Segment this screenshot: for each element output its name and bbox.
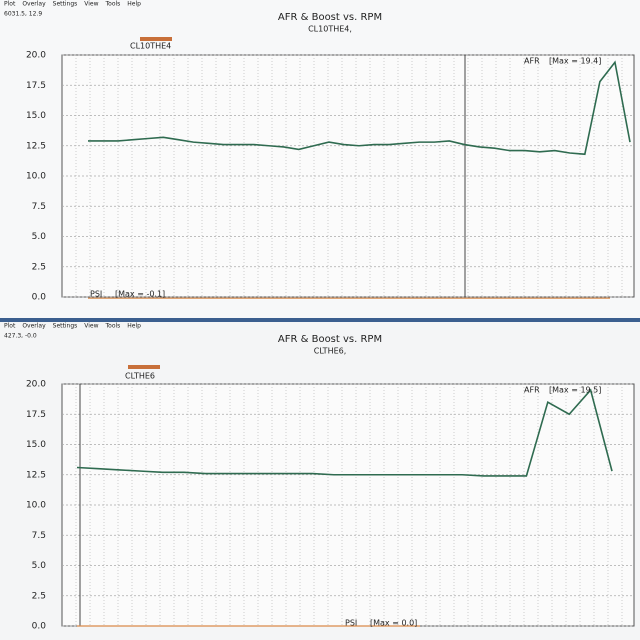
y-tick-label: 20.0 — [26, 380, 46, 390]
series-line — [88, 60, 631, 156]
menu-item: Settings — [53, 1, 78, 8]
series-name: PSI — [90, 290, 102, 299]
series-name: AFR — [524, 57, 540, 66]
legend-label: CLTHE6 — [125, 372, 155, 381]
menu-item: Plot — [4, 323, 16, 330]
cursor-readout: 6031.5, 12.9 — [4, 11, 42, 18]
menu-item: Tools — [105, 323, 121, 330]
legend-swatch — [140, 37, 172, 41]
chart-title: AFR & Boost vs. RPM — [278, 334, 382, 345]
y-tick-label: 5.0 — [32, 232, 47, 242]
menu-item: Overlay — [22, 323, 46, 330]
y-tick-label: 2.5 — [32, 591, 46, 601]
y-tick-label: 7.5 — [32, 202, 46, 212]
series-max: [Max = 19.4] — [549, 57, 601, 66]
y-tick-label: 5.0 — [32, 561, 47, 571]
chart-subtitle: CLTHE6, — [314, 347, 347, 356]
y-tick-label: 15.0 — [26, 440, 46, 450]
chart-title: AFR & Boost vs. RPM — [278, 12, 382, 23]
menu-item: Help — [127, 323, 141, 330]
series-max: [Max = 19.5] — [549, 386, 601, 395]
legend-label: CL10THE4 — [130, 42, 171, 51]
series-line — [76, 388, 613, 477]
menu-item: View — [84, 323, 98, 330]
menu-item: Help — [127, 1, 141, 8]
chart-subtitle: CL10THE4, — [308, 25, 352, 34]
cursor-readout: 427.3, -0.0 — [4, 333, 37, 340]
y-tick-label: 17.5 — [26, 81, 46, 91]
y-tick-label: 17.5 — [26, 410, 46, 420]
y-tick-label: 10.0 — [26, 501, 46, 511]
series-name: PSI — [345, 619, 357, 628]
y-tick-label: 12.5 — [26, 470, 46, 480]
y-tick-label: 0.0 — [32, 622, 47, 632]
y-tick-label: 10.0 — [26, 172, 46, 182]
menu-item: Tools — [105, 1, 121, 8]
menu-item: View — [84, 1, 98, 8]
window-border — [0, 318, 640, 322]
menu-item: Overlay — [22, 1, 46, 8]
y-tick-label: 2.5 — [32, 262, 46, 272]
y-tick-label: 0.0 — [32, 293, 47, 303]
menu-item: Plot — [4, 1, 16, 8]
y-tick-label: 20.0 — [26, 51, 46, 61]
y-tick-label: 15.0 — [26, 111, 46, 121]
series-max: [Max = -0.1] — [115, 290, 165, 299]
y-tick-label: 12.5 — [26, 141, 46, 151]
menu-item: Settings — [53, 323, 78, 330]
legend-swatch — [128, 365, 160, 369]
series-max: [Max = 0.0] — [370, 619, 417, 628]
y-tick-label: 7.5 — [32, 531, 46, 541]
series-name: AFR — [524, 386, 540, 395]
